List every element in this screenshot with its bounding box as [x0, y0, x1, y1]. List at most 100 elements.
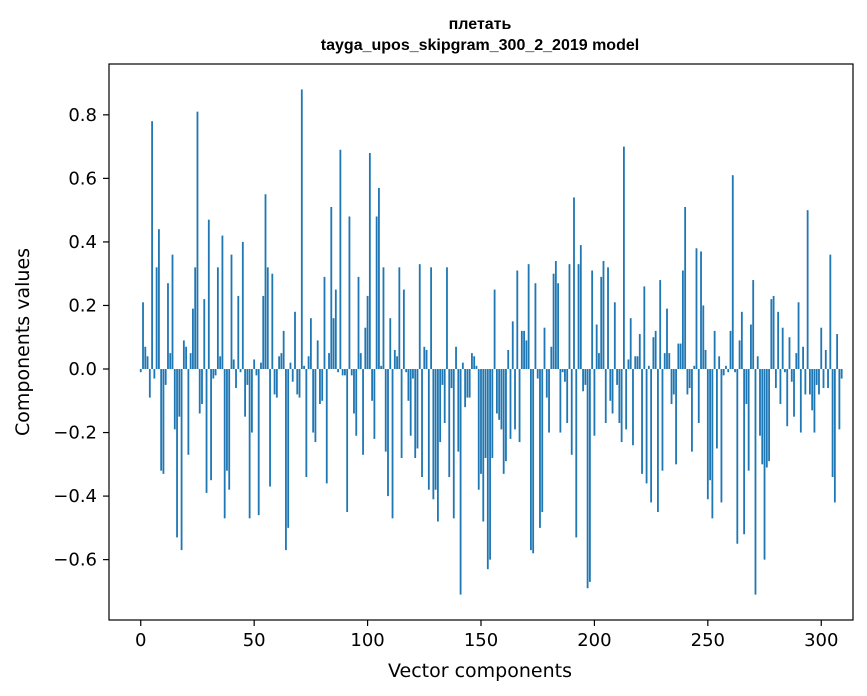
bar-283	[781, 327, 784, 369]
bar-126	[425, 349, 428, 369]
bar-71	[300, 89, 303, 370]
bar-62	[280, 353, 283, 370]
bar-282	[779, 369, 782, 404]
bar-258	[725, 365, 727, 370]
bar-234	[670, 369, 673, 404]
bar-215	[627, 359, 630, 369]
bar-9	[160, 369, 163, 471]
bar-8	[158, 229, 160, 369]
bar-38	[226, 369, 228, 471]
bar-254	[716, 369, 718, 449]
bar-142	[461, 362, 464, 369]
bar-276	[765, 369, 768, 468]
bar-269	[750, 324, 752, 370]
bar-30	[207, 219, 210, 370]
bar-223	[645, 369, 648, 484]
bar-88	[339, 149, 342, 369]
bar-141	[459, 369, 462, 595]
y-axis-ticks: −0.6 −0.4 −0.2 0.0 0.2 0.4 0.6 0.8	[53, 105, 109, 571]
bar-185	[559, 369, 562, 433]
bar-187	[564, 369, 566, 382]
bar-224	[647, 365, 650, 370]
bar-19	[182, 340, 185, 369]
bar-247	[700, 251, 702, 369]
bar-232	[666, 308, 668, 370]
bar-12	[167, 283, 169, 369]
bar-55	[264, 194, 267, 369]
bar-149	[477, 369, 480, 490]
bar-213	[623, 146, 625, 370]
bar-293	[804, 369, 807, 395]
bar-44	[239, 369, 242, 373]
bar-53	[260, 362, 262, 369]
bar-281	[777, 311, 780, 370]
bar-294	[806, 210, 809, 370]
bar-157	[495, 369, 498, 414]
bar-172	[530, 369, 532, 551]
bar-47	[246, 369, 249, 385]
bar-286	[788, 337, 791, 369]
bar-252	[711, 369, 714, 519]
bar-251	[709, 369, 711, 481]
bar-25	[196, 111, 199, 370]
bar-106	[380, 365, 383, 370]
bar-6	[153, 369, 156, 379]
bar-59	[273, 369, 276, 395]
x-tick-label: 200	[577, 630, 611, 651]
bar-198	[588, 369, 591, 582]
bar-113	[396, 356, 398, 370]
bar-124	[421, 369, 423, 478]
bar-204	[602, 260, 605, 369]
bar-272	[756, 356, 759, 370]
bar-261	[731, 175, 734, 370]
y-axis-label: Components values	[12, 248, 34, 436]
bar-240	[684, 206, 687, 369]
y-tick-label: −0.6	[53, 550, 97, 571]
bar-15	[173, 369, 176, 430]
bar-137	[450, 369, 453, 389]
bar-304	[829, 254, 832, 370]
bar-301	[822, 369, 825, 389]
y-tick-label: −0.2	[53, 423, 97, 444]
bar-256	[720, 369, 723, 503]
bar-140	[457, 369, 460, 452]
bar-249	[704, 349, 707, 369]
bar-117	[405, 369, 408, 373]
bar-151	[482, 369, 485, 522]
y-tick-label: 0.2	[68, 295, 97, 316]
bar-42	[235, 369, 237, 389]
bar-27	[201, 369, 203, 404]
bar-170	[525, 340, 528, 369]
bar-266	[743, 369, 746, 535]
bar-121	[414, 369, 417, 458]
bar-138	[452, 369, 455, 519]
y-tick-label: 0.4	[68, 232, 97, 253]
bar-147	[473, 356, 476, 370]
bar-18	[180, 369, 183, 551]
bar-195	[582, 369, 584, 392]
x-tick-label: 0	[135, 630, 146, 651]
bar-267	[745, 369, 748, 404]
bar-303	[827, 369, 829, 389]
bar-264	[738, 340, 741, 369]
bar-259	[727, 369, 730, 373]
bar-28	[203, 299, 206, 370]
bar-221	[641, 369, 643, 474]
bar-292	[802, 346, 804, 370]
bar-54	[262, 295, 265, 369]
bar-192	[575, 369, 578, 538]
bar-17	[178, 369, 181, 417]
bar-217	[632, 369, 634, 446]
bar-70	[298, 369, 301, 398]
bar-307	[836, 334, 839, 370]
bar-191	[573, 197, 575, 370]
bar-81	[323, 276, 326, 370]
bar-35	[219, 356, 222, 370]
bar-238	[679, 343, 682, 370]
bar-85	[332, 318, 335, 369]
bar-37	[223, 369, 226, 519]
bar-2	[144, 346, 147, 370]
bar-51	[255, 369, 258, 376]
bar-210	[616, 369, 618, 385]
